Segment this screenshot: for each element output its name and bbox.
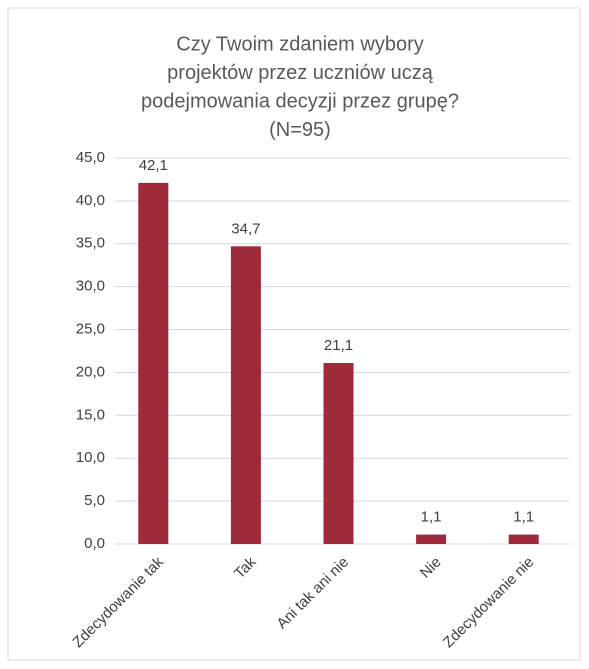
chart-title: Czy Twoim zdaniem wybory <box>176 33 423 55</box>
value-label: 34,7 <box>231 220 260 237</box>
bar <box>138 182 169 544</box>
chart-title: podejmowania decyzji przez grupę? <box>141 90 459 112</box>
bar <box>416 534 447 544</box>
y-tick-label: 20,0 <box>76 363 105 380</box>
y-tick-label: 30,0 <box>76 278 105 295</box>
value-label: 21,1 <box>324 337 353 354</box>
chart-title: projektów przez uczniów uczą <box>167 62 434 84</box>
chart-frame <box>7 7 581 661</box>
y-tick-label: 0,0 <box>84 535 105 552</box>
bar <box>323 363 354 544</box>
y-tick-label: 40,0 <box>76 192 105 209</box>
y-tick-label: 15,0 <box>76 406 105 423</box>
chart-title: (N=95) <box>269 119 331 141</box>
bar <box>508 534 539 544</box>
y-tick-label: 25,0 <box>76 321 105 338</box>
value-label: 1,1 <box>421 509 442 526</box>
y-tick-label: 10,0 <box>76 449 105 466</box>
value-label: 42,1 <box>139 157 168 174</box>
y-tick-label: 5,0 <box>84 492 105 509</box>
value-label: 1,1 <box>513 509 534 526</box>
y-tick-label: 45,0 <box>76 149 105 166</box>
y-tick-label: 35,0 <box>76 235 105 252</box>
bar <box>230 246 261 544</box>
